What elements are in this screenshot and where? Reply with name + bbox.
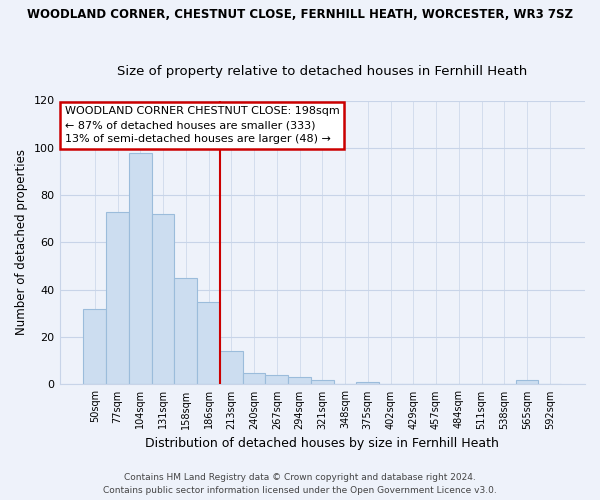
Text: WOODLAND CORNER, CHESTNUT CLOSE, FERNHILL HEATH, WORCESTER, WR3 7SZ: WOODLAND CORNER, CHESTNUT CLOSE, FERNHIL…: [27, 8, 573, 20]
Bar: [356, 382, 379, 384]
Bar: [515, 380, 538, 384]
Y-axis label: Number of detached properties: Number of detached properties: [15, 150, 28, 336]
Bar: [175, 278, 197, 384]
Bar: [197, 302, 220, 384]
Bar: [265, 375, 288, 384]
Text: Contains HM Land Registry data © Crown copyright and database right 2024.
Contai: Contains HM Land Registry data © Crown c…: [103, 474, 497, 495]
Bar: [311, 380, 334, 384]
Bar: [129, 152, 152, 384]
Text: WOODLAND CORNER CHESTNUT CLOSE: 198sqm
← 87% of detached houses are smaller (333: WOODLAND CORNER CHESTNUT CLOSE: 198sqm ←…: [65, 106, 340, 144]
X-axis label: Distribution of detached houses by size in Fernhill Heath: Distribution of detached houses by size …: [145, 437, 499, 450]
Bar: [288, 378, 311, 384]
Bar: [83, 308, 106, 384]
Bar: [152, 214, 175, 384]
Title: Size of property relative to detached houses in Fernhill Heath: Size of property relative to detached ho…: [117, 66, 527, 78]
Bar: [242, 372, 265, 384]
Bar: [106, 212, 129, 384]
Bar: [220, 352, 242, 384]
